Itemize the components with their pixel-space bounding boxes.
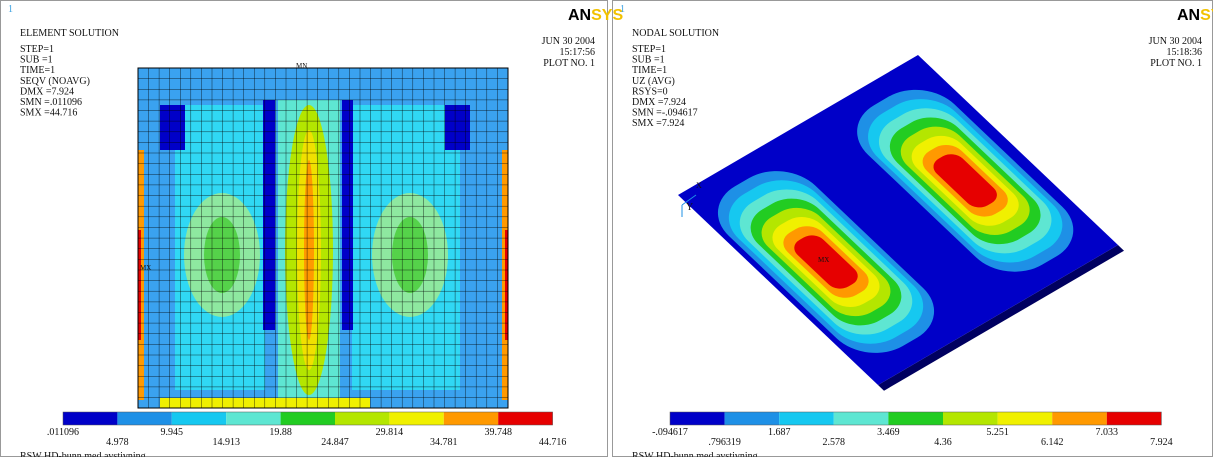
legend-swatch: [888, 412, 943, 425]
plot-title: NODAL SOLUTION: [632, 28, 719, 39]
contour-region: [794, 235, 858, 289]
contour-region: [392, 217, 428, 293]
time: 15:18:36: [1166, 47, 1202, 58]
plate-side: [878, 245, 1125, 391]
legend-swatch: [226, 412, 281, 425]
legend-swatch: [670, 412, 725, 425]
info-line: TIME=1: [632, 65, 667, 76]
info-line: DMX =7.924: [20, 86, 74, 97]
logo-sys: SYS: [1200, 7, 1213, 24]
time: 15:17:56: [559, 47, 595, 58]
triad-label: Y: [686, 202, 693, 213]
info-line: UZ (AVG): [632, 76, 675, 87]
window-number: 1: [620, 4, 625, 15]
contour-plot: [678, 55, 1125, 391]
legend-label: 4.36: [934, 437, 952, 448]
date: JUN 30 2004: [542, 36, 595, 47]
legend-label: 2.578: [823, 437, 846, 448]
contour-region: [304, 160, 314, 340]
contour-region: [933, 154, 997, 208]
marker: MX: [140, 264, 151, 272]
logo-sys: SYS: [591, 7, 623, 24]
legend-label: 39.748: [484, 427, 512, 438]
info-line: SMN =.011096: [20, 97, 82, 108]
logo-an: AN: [568, 7, 591, 24]
plate: [678, 55, 1119, 386]
logo: ANSYS: [568, 7, 623, 24]
legend-swatch: [171, 412, 227, 425]
contour-region: [445, 105, 470, 150]
contour-region: [204, 217, 240, 293]
legend-swatch: [1106, 412, 1162, 425]
legend-label: 14.913: [212, 437, 240, 448]
legend-label: .796319: [708, 437, 741, 448]
plot-number: PLOT NO. 1: [1150, 58, 1202, 69]
legend-label: 1.687: [768, 427, 791, 438]
plot-title: ELEMENT SOLUTION: [20, 28, 119, 39]
legend-swatch: [498, 412, 553, 425]
legend-label: .011096: [47, 427, 79, 438]
marker: MX: [818, 256, 829, 264]
info-line: SMN =-.094617: [632, 108, 698, 119]
contour-plot: [137, 67, 509, 409]
footer: RSW HD-bunn med avstivning: [632, 451, 758, 457]
legend-label: 7.924: [1150, 437, 1173, 448]
footer: RSW HD-bunn med avstivning: [20, 451, 146, 457]
info-line: TIME=1: [20, 65, 55, 76]
contour-region: [138, 230, 141, 340]
contour-region: [160, 105, 185, 150]
triad: [681, 194, 697, 217]
legend-label: 44.716: [539, 437, 567, 448]
marker: MN: [296, 62, 307, 70]
legend-label: 7.033: [1096, 427, 1119, 438]
info-line: SUB =1: [632, 55, 665, 66]
legend-label: 24.847: [321, 437, 349, 448]
contour-region: [342, 100, 353, 330]
info-line: SMX =7.924: [632, 118, 684, 129]
legend-label: 19.88: [269, 427, 292, 438]
legend-label: 5.251: [986, 427, 1009, 438]
logo-an: AN: [1177, 7, 1200, 24]
legend-label: 34.781: [430, 437, 458, 448]
legend-swatch: [117, 412, 172, 425]
info-line: SEQV (NOAVG): [20, 76, 90, 87]
logo: ANSYS: [1177, 7, 1213, 24]
legend-label: -.094617: [652, 427, 688, 438]
info-line: SMX =44.716: [20, 108, 77, 119]
legend-label: 9.945: [161, 427, 184, 438]
legend-swatch: [779, 412, 834, 425]
info-line: SUB =1: [20, 55, 53, 66]
legend-frame: [669, 411, 1162, 426]
legend-swatch: [443, 412, 499, 425]
legend-swatch: [389, 412, 444, 425]
legend-label: 6.142: [1041, 437, 1064, 448]
legend-swatch: [63, 412, 118, 425]
legend-swatch: [724, 412, 780, 425]
legend-label: 3.469: [877, 427, 900, 438]
triad-label: X: [696, 181, 702, 190]
legend-swatch: [997, 412, 1053, 425]
legend-swatch: [943, 412, 998, 425]
legend-frame: [62, 411, 553, 426]
legend-swatch: [1052, 412, 1107, 425]
contour-region: [263, 100, 275, 330]
legend-label: 4.978: [106, 437, 129, 448]
info-line: RSYS=0: [632, 86, 668, 97]
info-line: STEP=1: [20, 44, 54, 55]
legend-swatch: [833, 412, 889, 425]
plot-outline: [137, 67, 509, 409]
date: JUN 30 2004: [1149, 36, 1202, 47]
contour-region: [505, 230, 508, 340]
legend-swatch: [335, 412, 390, 425]
plot-number: PLOT NO. 1: [543, 58, 595, 69]
legend-swatch: [280, 412, 335, 425]
info-line: DMX =7.924: [632, 97, 686, 108]
info-line: STEP=1: [632, 44, 666, 55]
window-number: 1: [8, 4, 13, 15]
legend-label: 29.814: [376, 427, 404, 438]
